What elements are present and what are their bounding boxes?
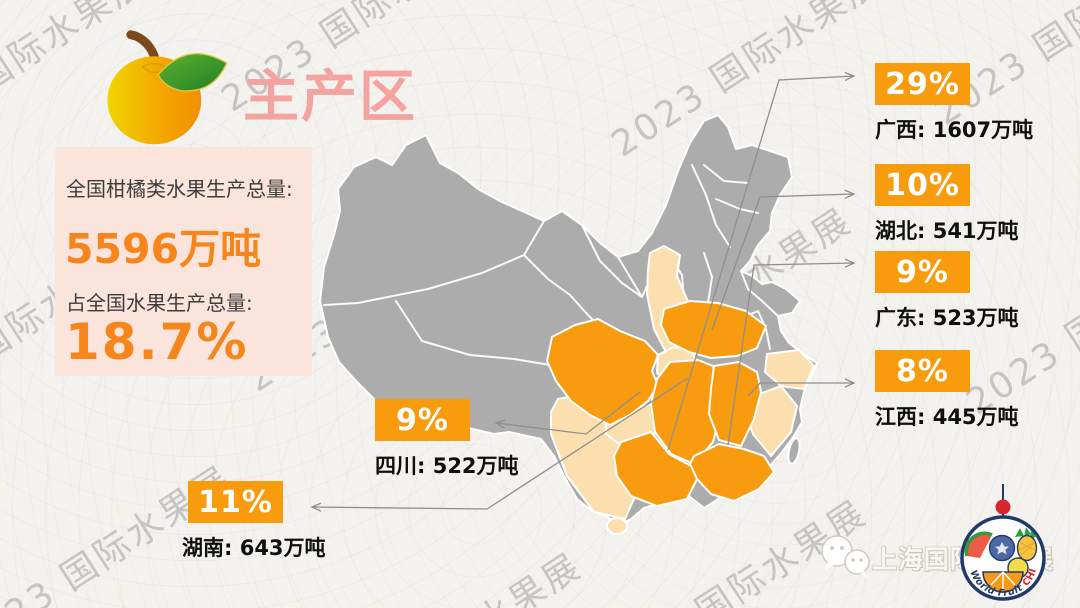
stat-hubei: 10% 湖北: 541万吨 bbox=[875, 164, 1019, 245]
summary-box: 全国柑橘类水果生产总量: 5596万吨 占全国水果生产总量: 18.7% bbox=[55, 147, 312, 376]
total-production-value: 5596万吨 bbox=[65, 225, 262, 273]
page-title: 主产区 bbox=[243, 65, 417, 130]
stat-guangxi-label: 广西: 1607万吨 bbox=[875, 118, 1034, 142]
stat-hunan: 11% 湖南: 643万吨 bbox=[182, 481, 326, 562]
stat-sichuan-label: 四川: 522万吨 bbox=[375, 454, 519, 478]
stat-guangdong: 9% 广东: 523万吨 bbox=[875, 251, 1019, 332]
orange-fruit-icon bbox=[107, 30, 228, 145]
stat-guangdong-label: 广东: 523万吨 bbox=[875, 306, 1019, 330]
national-share-value: 18.7% bbox=[65, 313, 249, 371]
stat-jiangxi-label: 江西: 445万吨 bbox=[875, 405, 1019, 429]
stat-guangdong-pct-box: 9% bbox=[875, 251, 970, 293]
expo-logo: World Fruit CHINA Market bbox=[950, 482, 1046, 601]
stat-hunan-label: 湖南: 643万吨 bbox=[182, 536, 326, 560]
stat-jiangxi: 8% 江西: 445万吨 bbox=[875, 350, 1019, 431]
wechat-icon bbox=[821, 535, 870, 578]
stat-hubei-pct-box: 10% bbox=[875, 164, 970, 206]
stat-hubei-label: 湖北: 541万吨 bbox=[875, 219, 1019, 243]
summary-line1: 全国柑橘类水果生产总量: bbox=[66, 177, 293, 201]
china-map bbox=[319, 114, 818, 535]
stat-sichuan-pct-box: 9% bbox=[375, 399, 470, 441]
stat-guangxi-pct-box: 29% bbox=[875, 63, 970, 105]
summary-line2: 占全国水果生产总量: bbox=[66, 291, 253, 315]
leaf bbox=[157, 52, 228, 92]
stat-sichuan: 9% 四川: 522万吨 bbox=[375, 399, 519, 480]
logo-red-ball bbox=[995, 499, 1011, 515]
province-hainan bbox=[606, 517, 628, 535]
stat-guangxi: 29% 广西: 1607万吨 bbox=[875, 63, 1033, 144]
stat-jiangxi-pct-box: 8% bbox=[875, 350, 970, 392]
logo-fruits bbox=[964, 527, 1038, 593]
stat-hunan-pct-box: 11% bbox=[188, 481, 283, 523]
